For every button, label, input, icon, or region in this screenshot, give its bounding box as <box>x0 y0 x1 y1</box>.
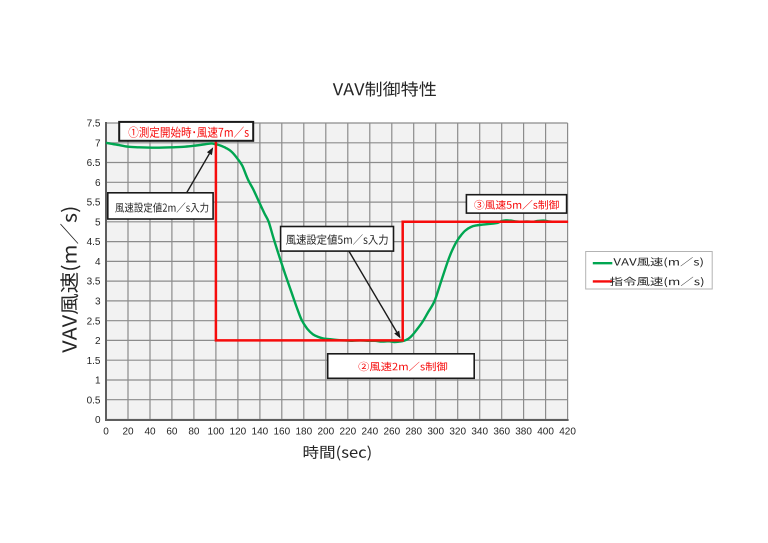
svg-text:40: 40 <box>144 426 156 437</box>
svg-text:340: 340 <box>471 426 488 437</box>
svg-text:3.5: 3.5 <box>87 277 101 288</box>
svg-text:180: 180 <box>295 426 312 437</box>
svg-text:140: 140 <box>252 426 269 437</box>
svg-text:5.5: 5.5 <box>87 198 101 209</box>
svg-text:380: 380 <box>515 426 532 437</box>
svg-text:160: 160 <box>273 426 290 437</box>
svg-text:240: 240 <box>361 426 378 437</box>
svg-text:5: 5 <box>95 217 101 228</box>
svg-text:80: 80 <box>188 426 200 437</box>
svg-text:2: 2 <box>95 336 101 347</box>
svg-text:100: 100 <box>208 426 225 437</box>
svg-text:320: 320 <box>449 426 466 437</box>
svg-text:120: 120 <box>230 426 247 437</box>
svg-text:7.5: 7.5 <box>87 119 101 130</box>
svg-text:4: 4 <box>95 257 101 268</box>
svg-text:1.5: 1.5 <box>87 356 101 367</box>
svg-text:300: 300 <box>427 426 444 437</box>
svg-text:400: 400 <box>537 426 554 437</box>
svg-text:6: 6 <box>95 178 101 189</box>
svg-text:200: 200 <box>317 426 334 437</box>
svg-text:20: 20 <box>122 426 134 437</box>
svg-text:60: 60 <box>166 426 178 437</box>
svg-text:260: 260 <box>383 426 400 437</box>
svg-text:1: 1 <box>95 376 101 387</box>
svg-text:0: 0 <box>103 426 109 437</box>
svg-text:2.5: 2.5 <box>87 316 101 327</box>
svg-text:6.5: 6.5 <box>87 158 101 169</box>
svg-text:0: 0 <box>95 415 101 426</box>
svg-text:7: 7 <box>95 138 101 149</box>
svg-text:3: 3 <box>95 297 101 308</box>
svg-text:280: 280 <box>405 426 422 437</box>
svg-text:360: 360 <box>493 426 510 437</box>
svg-text:220: 220 <box>339 426 356 437</box>
svg-text:0.5: 0.5 <box>87 395 101 406</box>
svg-text:420: 420 <box>559 426 576 437</box>
svg-text:4.5: 4.5 <box>87 237 101 248</box>
